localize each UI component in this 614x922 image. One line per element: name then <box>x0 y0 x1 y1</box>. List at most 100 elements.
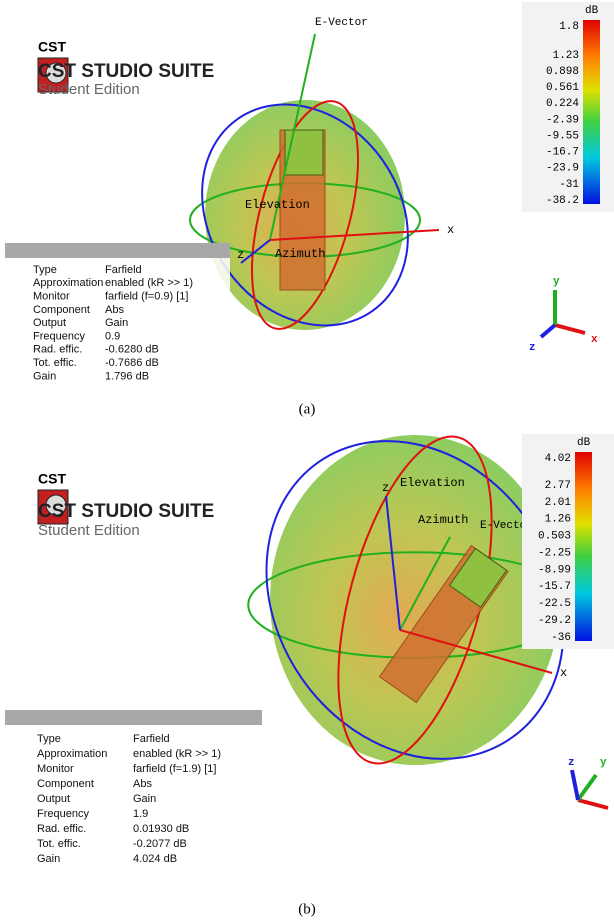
info-key: Gain <box>33 370 56 382</box>
info-value: Farfield <box>133 733 170 745</box>
elevation-label: Elevation <box>245 198 310 212</box>
info-key: Component <box>37 778 94 790</box>
info-key: Frequency <box>37 808 89 820</box>
info-value: 0.9 <box>105 330 120 342</box>
info-key: Output <box>33 317 66 329</box>
info-value: farfield (f=0.9) [1] <box>105 291 188 303</box>
info-value: enabled (kR >> 1) <box>133 748 221 760</box>
info-key: Output <box>37 793 70 805</box>
logo-product: CST STUDIO SUITE <box>38 501 214 522</box>
logo-product: CST STUDIO SUITE <box>38 61 214 82</box>
e-vector-axis <box>269 33 316 241</box>
colorbar-tick-label: 4.02 <box>545 453 571 465</box>
info-header <box>5 710 262 725</box>
panel: E-Vector Elevation Azimuth x z CST CST STUDIO … <box>5 434 614 917</box>
info-key: Approximation <box>37 748 107 760</box>
logo-brand: CST <box>38 39 66 55</box>
colorbar-tick-label: 2.77 <box>545 480 571 492</box>
x-axis-label: x <box>560 666 567 680</box>
info-key: Approximation <box>33 277 103 289</box>
info-body <box>5 725 262 868</box>
colorbar-unit: dB <box>585 5 599 17</box>
triad-y-label: y <box>553 276 560 288</box>
info-key: Rad. effic. <box>33 344 82 356</box>
info-value: enabled (kR >> 1) <box>105 277 193 289</box>
colorbar-tick-label: -38.2 <box>546 195 579 207</box>
logo-edition: Student Edition <box>38 81 140 98</box>
info-key: Type <box>33 264 57 276</box>
info-value: 1.796 dB <box>105 370 149 382</box>
logo-edition: Student Edition <box>38 522 140 539</box>
info-key: Type <box>37 733 61 745</box>
colorbar-gradient <box>575 452 592 641</box>
info-value: -0.6280 dB <box>105 344 159 356</box>
triad-x <box>577 798 609 810</box>
colorbar-gradient <box>583 20 600 204</box>
info-value: Abs <box>105 304 124 316</box>
azimuth-label: Azimuth <box>275 247 325 261</box>
info-value: 4.024 dB <box>133 853 177 865</box>
triad-z <box>539 323 557 339</box>
colorbar-tick-label: 0.503 <box>538 531 571 543</box>
triad-x <box>554 323 586 335</box>
z-axis-label: z <box>382 481 389 495</box>
triad-y-label: y <box>600 757 607 769</box>
colorbar-tick-label: -23.9 <box>546 163 579 175</box>
e-vector-label: E-Vector <box>315 17 368 29</box>
caption: (a) <box>299 401 316 417</box>
info-key: Rad. effic. <box>37 823 86 835</box>
info-key: Gain <box>37 853 60 865</box>
x-axis-arrow <box>269 229 440 241</box>
e-vector-label: E-Vector <box>480 520 533 532</box>
info-key: Monitor <box>37 763 74 775</box>
logo-icon-ball <box>45 62 67 84</box>
ring-red <box>250 100 360 330</box>
triad-z-label: z <box>529 342 536 354</box>
x-axis-arrow <box>399 629 553 674</box>
elevation-label: Elevation <box>400 476 465 490</box>
info-key: Tot. effic. <box>33 357 77 369</box>
panel: E-Vector Elevation Azimuth x z CST CST STUDIO … <box>5 2 614 417</box>
colorbar-panel <box>522 434 614 649</box>
colorbar-tick-label: 0.561 <box>546 82 579 94</box>
caption: (b) <box>298 901 316 917</box>
antenna-patch <box>448 547 508 608</box>
x-axis-label: x <box>447 223 454 237</box>
colorbar-tick-label: 0.898 <box>546 66 579 78</box>
colorbar-tick-label: -2.39 <box>546 114 579 126</box>
colorbar-tick-label: 0.224 <box>546 98 579 110</box>
info-value: -0.7686 dB <box>105 357 159 369</box>
antenna-patch <box>284 129 324 176</box>
colorbar-tick-label: 1.23 <box>553 50 579 62</box>
z-axis-label: z <box>237 248 244 262</box>
colorbar-tick-label: -9.55 <box>546 130 579 142</box>
colorbar-unit: dB <box>577 437 591 449</box>
info-body <box>5 258 230 386</box>
z-axis-arrow <box>240 239 271 264</box>
info-value: Gain <box>133 793 156 805</box>
colorbar-tick-label: -8.99 <box>538 564 571 576</box>
info-value: Abs <box>133 778 152 790</box>
info-key: Tot. effic. <box>37 838 81 850</box>
triad-x-label: x <box>591 334 598 346</box>
colorbar-tick-label: -36 <box>551 632 571 644</box>
colorbar-tick-label: 1.8 <box>559 21 579 33</box>
info-value: Gain <box>105 317 128 329</box>
z-axis-arrow <box>385 495 401 631</box>
triad-z <box>570 769 580 801</box>
triad-z-label: z <box>568 757 575 769</box>
ring-red <box>337 435 493 765</box>
info-value: 1.9 <box>133 808 148 820</box>
info-key: Monitor <box>33 291 70 303</box>
info-key: Frequency <box>33 330 85 342</box>
colorbar-tick-label: -16.7 <box>546 147 579 159</box>
logo-brand: CST <box>38 471 66 487</box>
colorbar-tick-label: 2.01 <box>545 497 572 509</box>
info-value: 0.01930 dB <box>133 823 189 835</box>
colorbar-tick-label: 1.26 <box>545 514 571 526</box>
colorbar-tick-label: -2.25 <box>538 547 571 559</box>
colorbar-tick-label: -29.2 <box>538 615 571 627</box>
info-value: farfield (f=1.9) [1] <box>133 763 216 775</box>
colorbar-tick-label: -15.7 <box>538 581 571 593</box>
